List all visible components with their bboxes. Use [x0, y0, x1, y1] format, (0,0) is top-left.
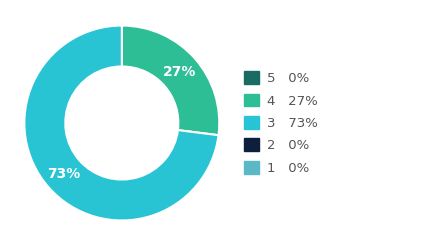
Legend: 5   0%, 4   27%, 3   73%, 2   0%, 1   0%: 5 0%, 4 27%, 3 73%, 2 0%, 1 0% [240, 67, 322, 179]
Wedge shape [122, 26, 219, 135]
Wedge shape [24, 26, 218, 220]
Text: 73%: 73% [47, 167, 81, 181]
Text: 27%: 27% [163, 65, 196, 79]
